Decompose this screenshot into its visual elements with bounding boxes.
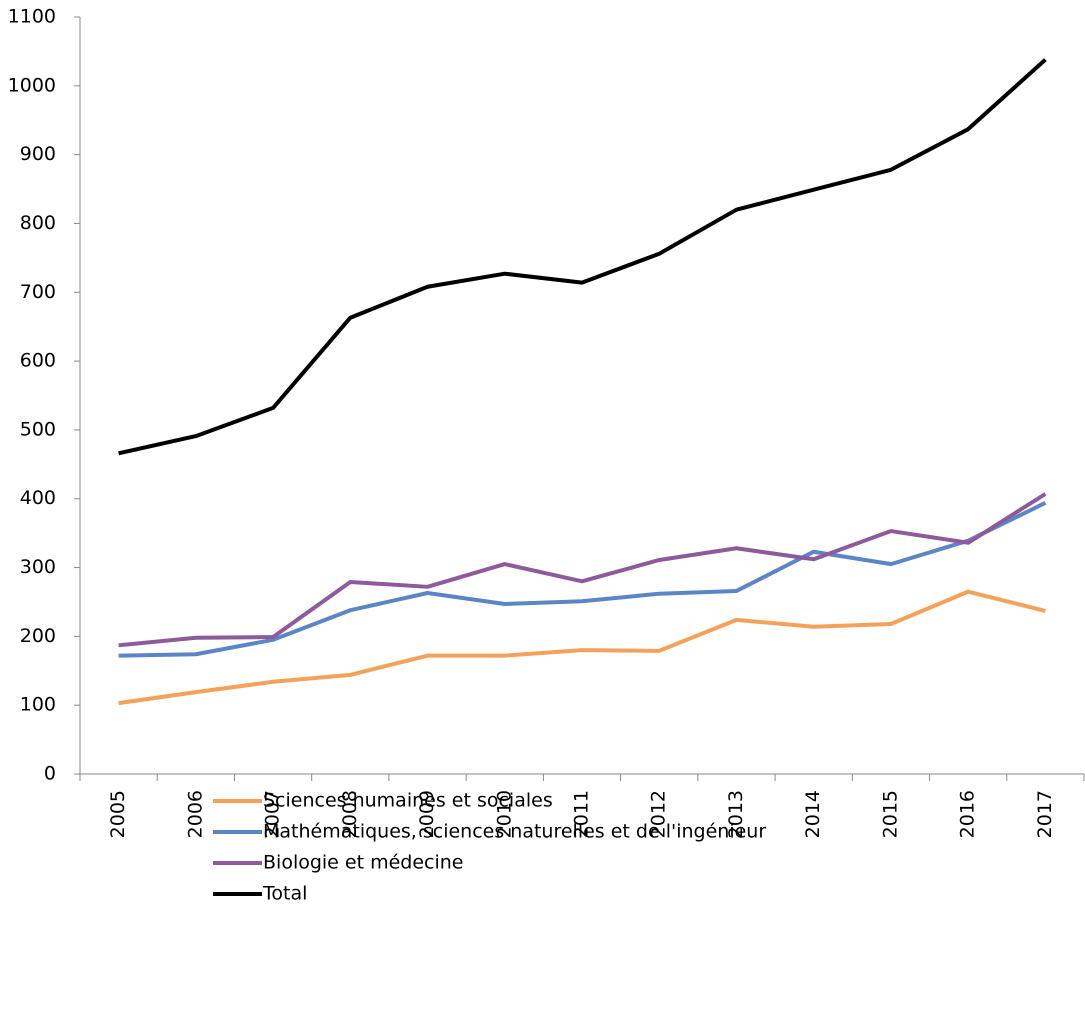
y-tick-label: 800	[20, 212, 56, 234]
series-line	[118, 501, 1047, 658]
x-tick-label: 2005	[107, 790, 129, 838]
legend-label: Sciences humaines et sociales	[263, 790, 553, 812]
x-tick-label: 2007	[262, 790, 284, 838]
x-tick-label: 2015	[879, 790, 901, 838]
y-tick-label: 900	[20, 143, 56, 165]
x-tick-label: 2012	[648, 790, 670, 838]
series-line	[118, 492, 1047, 648]
y-tick-label: 200	[20, 625, 56, 647]
x-tick-label: 2013	[725, 790, 747, 838]
legend-label: Total	[262, 883, 307, 905]
legend-label: Biologie et médecine	[263, 852, 464, 874]
y-tick-label: 500	[20, 418, 56, 440]
x-tick-label: 2014	[802, 790, 824, 838]
y-tick-label: 300	[20, 556, 56, 578]
x-tick-label: 2017	[1034, 790, 1056, 838]
x-tick-label: 2016	[957, 790, 979, 838]
y-tick-label: 1000	[8, 74, 56, 96]
y-tick-label: 600	[20, 350, 56, 372]
y-tick-label: 1100	[8, 6, 56, 28]
series-line	[118, 589, 1046, 706]
x-tick-label: 2010	[493, 790, 515, 838]
y-tick-label: 700	[20, 281, 56, 303]
series-line	[118, 58, 1047, 456]
x-tick-label: 2009	[416, 790, 438, 838]
x-tick-label: 2006	[184, 790, 206, 838]
x-tick-label: 2011	[571, 790, 593, 838]
y-tick-label: 400	[20, 487, 56, 509]
x-tick-label: 2008	[339, 790, 361, 838]
y-tick-label: 100	[20, 694, 56, 716]
legend-label: Mathématiques, sciences naturelles et de…	[263, 821, 766, 843]
y-tick-label: 0	[44, 763, 56, 785]
